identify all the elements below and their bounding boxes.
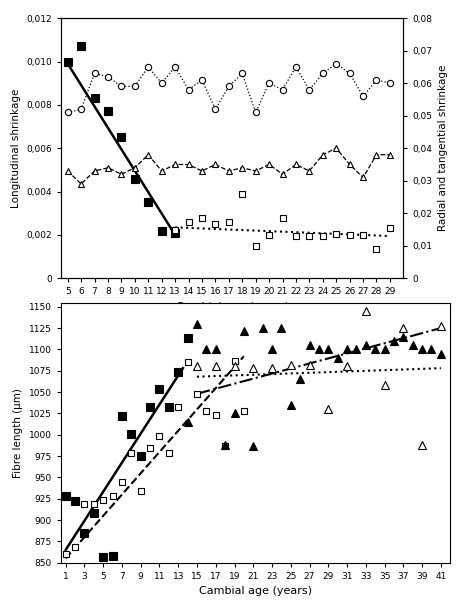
X-axis label: Cambial age (years): Cambial age (years) [176,302,288,312]
Y-axis label: Fibre length (μm): Fibre length (μm) [14,388,23,477]
Y-axis label: Longitudinal shrinkage: Longitudinal shrinkage [11,88,21,208]
Y-axis label: Radial and tangential shrinkage: Radial and tangential shrinkage [438,65,448,231]
X-axis label: Cambial age (years): Cambial age (years) [199,586,312,597]
